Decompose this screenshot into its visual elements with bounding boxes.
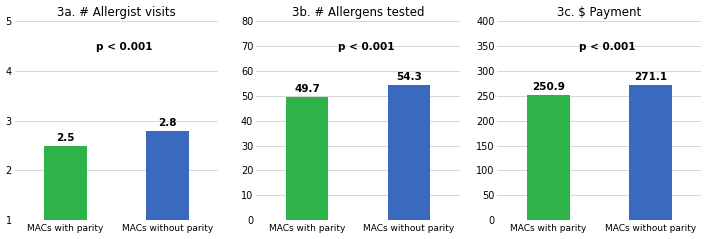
Text: 54.3: 54.3: [396, 72, 422, 82]
Bar: [629, 85, 672, 220]
Text: p < 0.001: p < 0.001: [579, 42, 636, 52]
Text: 250.9: 250.9: [532, 82, 565, 92]
Text: 2.8: 2.8: [158, 118, 177, 128]
Title: 3c. $ Payment: 3c. $ Payment: [557, 5, 642, 19]
Bar: [146, 131, 189, 239]
Bar: [527, 95, 570, 220]
Text: p < 0.001: p < 0.001: [96, 42, 152, 52]
Text: 2.5: 2.5: [56, 133, 75, 143]
Text: 271.1: 271.1: [634, 72, 667, 82]
Title: 3b. # Allergens tested: 3b. # Allergens tested: [292, 5, 424, 19]
Text: p < 0.001: p < 0.001: [337, 42, 394, 52]
Text: 49.7: 49.7: [294, 84, 320, 93]
Bar: [387, 85, 430, 220]
Bar: [286, 97, 328, 220]
Title: 3a. # Allergist visits: 3a. # Allergist visits: [57, 5, 176, 19]
Bar: [44, 146, 87, 239]
